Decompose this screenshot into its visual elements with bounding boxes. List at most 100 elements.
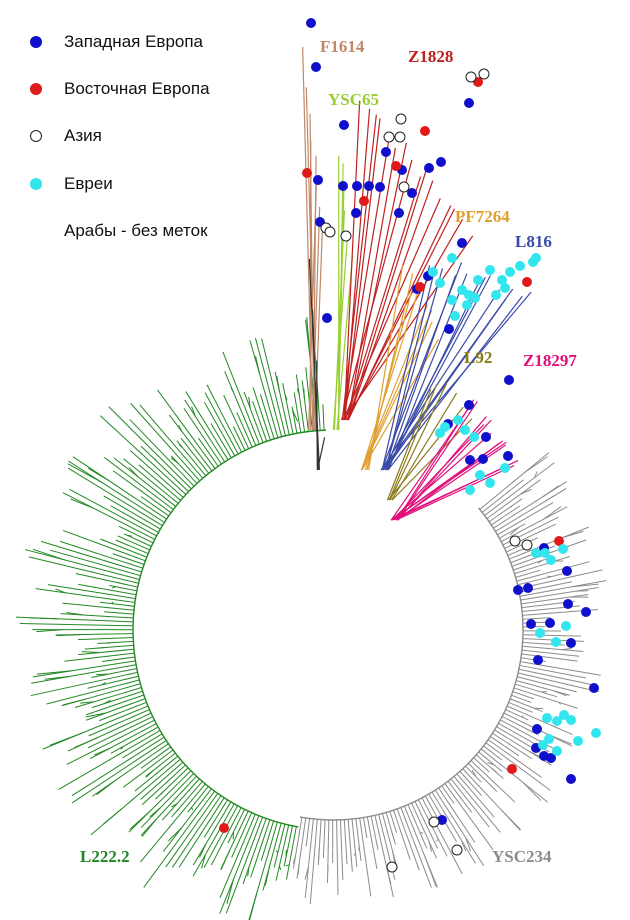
ysc234-clade-branch bbox=[509, 702, 533, 713]
l222-clade-branch bbox=[293, 392, 301, 426]
ysc234-clade-branch bbox=[562, 530, 584, 539]
l92-clade-branch bbox=[388, 384, 438, 501]
l222-clade-branch bbox=[170, 457, 179, 464]
jews-dot bbox=[538, 740, 548, 750]
l222-clade-branch bbox=[237, 807, 242, 815]
ysc234-clade-branch bbox=[391, 850, 396, 865]
l222-clade-branch bbox=[80, 701, 95, 704]
eastern-europe-dot bbox=[219, 823, 229, 833]
ysc234-clade-branch bbox=[414, 801, 419, 809]
ysc234-clade-branch bbox=[503, 712, 507, 715]
l222-clade-branch bbox=[103, 699, 111, 705]
l222-clade-branch bbox=[274, 371, 287, 422]
l222-clade-branch bbox=[252, 387, 271, 440]
l222-clade-branch bbox=[112, 607, 135, 611]
ysc234-clade-branch bbox=[516, 684, 558, 698]
western-europe-dot bbox=[464, 98, 474, 108]
l222-clade-branch bbox=[104, 611, 128, 615]
l222-clade-branch bbox=[258, 442, 260, 445]
ysc234-clade-branch bbox=[359, 818, 364, 841]
ysc234-clade-branch bbox=[509, 526, 520, 536]
l222-clade-branch bbox=[223, 803, 235, 823]
clade-label-l222: L222.2 bbox=[80, 847, 130, 866]
l222-clade-branch bbox=[303, 427, 306, 433]
l222-clade-branch bbox=[110, 598, 135, 603]
l222-clade-branch bbox=[247, 866, 250, 877]
asia-dot bbox=[394, 131, 406, 143]
l222-clade-branch bbox=[66, 721, 152, 765]
ysc234-clade-branch bbox=[486, 748, 503, 761]
ysc234-clade-branch bbox=[366, 816, 372, 838]
ysc234-clade-branch bbox=[405, 810, 438, 888]
l222-clade-branch bbox=[130, 660, 136, 663]
l222-clade-branch bbox=[147, 730, 161, 739]
western-europe-dot bbox=[457, 238, 467, 248]
ysc234-clade-branch bbox=[523, 653, 578, 662]
ysc234-clade-branch bbox=[309, 819, 318, 905]
l222-clade-branch bbox=[173, 471, 192, 490]
l222-clade-branch bbox=[185, 391, 219, 445]
jews-dot bbox=[566, 715, 576, 725]
l222-clade-branch bbox=[64, 653, 126, 662]
ysc65-clade-branch bbox=[337, 188, 345, 431]
l222-clade-branch bbox=[275, 842, 286, 881]
l222-clade-branch bbox=[245, 422, 257, 446]
asia-dot bbox=[521, 539, 533, 551]
z18297-clade-branch bbox=[390, 432, 492, 521]
jews-dot bbox=[457, 285, 467, 295]
ysc234-clade-branch bbox=[353, 852, 356, 856]
ysc234-clade-branch bbox=[482, 754, 503, 772]
l816-clade-branch bbox=[384, 266, 437, 471]
ysc234-clade-branch bbox=[470, 760, 486, 775]
l222-clade-branch bbox=[140, 562, 145, 565]
ysc234-clade-branch bbox=[385, 828, 397, 866]
western-europe-dot bbox=[444, 324, 454, 334]
l222-clade-arc bbox=[132, 429, 327, 828]
l222-clade-branch bbox=[244, 812, 253, 829]
ysc234-clade-branch bbox=[495, 479, 524, 503]
l222-clade-branch bbox=[112, 470, 159, 504]
ysc234-clade-branch bbox=[432, 809, 439, 819]
l222-clade-branch bbox=[278, 865, 282, 870]
l222-clade-branch bbox=[236, 412, 252, 446]
l222-clade-branch bbox=[86, 697, 135, 716]
l222-clade-branch bbox=[122, 675, 139, 681]
l222-clade-branch bbox=[204, 392, 235, 447]
asia-dot bbox=[451, 844, 463, 856]
l222-clade-branch bbox=[170, 497, 179, 504]
l222-clade-branch bbox=[139, 709, 150, 715]
l222-clade-branch bbox=[177, 767, 189, 779]
ysc234-clade-branch bbox=[534, 573, 563, 582]
l222-clade-branch bbox=[47, 584, 120, 597]
l222-clade-branch bbox=[159, 790, 165, 796]
l222-clade-branch bbox=[280, 432, 283, 437]
ysc234-clade-branch bbox=[467, 763, 486, 781]
ysc234-clade-branch bbox=[381, 813, 387, 829]
l222-clade-branch bbox=[261, 338, 282, 420]
l222-clade-branch bbox=[113, 457, 176, 507]
ysc234-clade-branch bbox=[521, 569, 541, 577]
z1828-clade-branch bbox=[341, 138, 390, 421]
l222-clade-branch bbox=[219, 816, 255, 898]
l222-clade-branch bbox=[211, 797, 225, 818]
legend-item-asia: Азия bbox=[30, 124, 102, 148]
ysc234-clade-branch bbox=[391, 831, 395, 842]
ysc234-clade-branch bbox=[509, 698, 522, 704]
l222-clade-branch bbox=[24, 549, 125, 576]
l816-clade-branch bbox=[382, 288, 514, 471]
l222-clade-branch bbox=[129, 810, 151, 830]
ysc234-clade-branch bbox=[409, 808, 428, 849]
l222-clade-branch bbox=[161, 778, 200, 821]
l222-clade-branch bbox=[56, 634, 81, 637]
ysc234-clade-branch bbox=[403, 805, 407, 812]
l222-clade-branch bbox=[123, 458, 172, 499]
l222-clade-branch bbox=[143, 806, 204, 888]
legend-label: Азия bbox=[64, 126, 102, 145]
l222-clade-branch bbox=[125, 701, 147, 711]
asia-dot bbox=[386, 861, 398, 873]
ysc234-clade-branch bbox=[484, 779, 498, 792]
ysc234-clade-branch bbox=[390, 813, 398, 833]
clade-label-ysc65: YSC65 bbox=[328, 90, 380, 109]
ysc234-clade-branch bbox=[506, 705, 518, 711]
l222-clade-branch bbox=[87, 717, 151, 749]
